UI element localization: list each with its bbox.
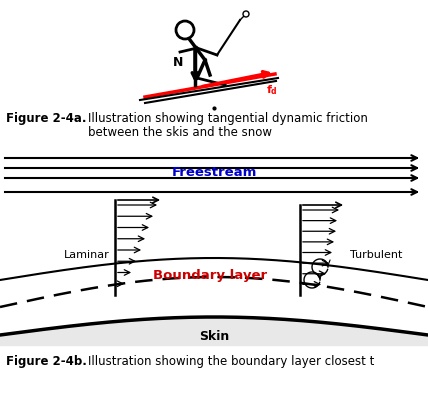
Text: Figure 2-4a.: Figure 2-4a. [6,112,86,125]
Text: Boundary layer: Boundary layer [153,268,267,282]
Text: Freestream: Freestream [171,166,257,179]
Text: Illustration showing tangential dynamic friction: Illustration showing tangential dynamic … [88,112,368,125]
Text: N: N [172,57,183,70]
Circle shape [176,21,194,39]
Text: $\mathbf{f_d}$: $\mathbf{f_d}$ [266,83,278,97]
Text: Turbulent: Turbulent [350,250,402,260]
Text: Skin: Skin [199,331,229,343]
Text: Figure 2-4b.: Figure 2-4b. [6,355,87,368]
Text: between the skis and the snow: between the skis and the snow [88,126,272,139]
Circle shape [243,11,249,17]
Text: Laminar: Laminar [64,250,110,260]
Text: Illustration showing the boundary layer closest t: Illustration showing the boundary layer … [88,355,374,368]
